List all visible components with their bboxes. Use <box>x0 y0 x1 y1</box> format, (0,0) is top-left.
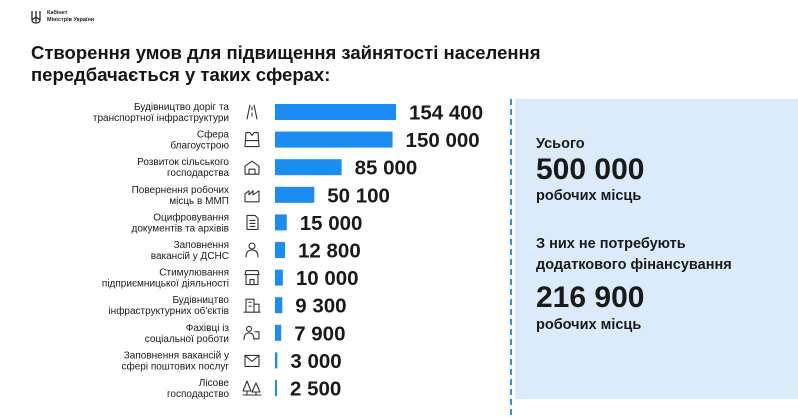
total-unit: робочих місць <box>536 188 642 204</box>
value-label: 150 000 <box>406 129 480 152</box>
subset-value: 216 900 <box>536 281 645 314</box>
road-icon <box>246 104 258 120</box>
bar <box>275 104 396 120</box>
category-label: інфраструктурних об'єктів <box>108 305 229 317</box>
category-label: місць в ММП <box>169 196 229 207</box>
document-icon <box>246 214 259 230</box>
value-label: 2 500 <box>290 378 341 401</box>
category-label: Заповнення <box>174 240 229 251</box>
category-label: Сфера <box>197 129 230 141</box>
category-label: соціальної роботи <box>145 333 229 345</box>
value-label: 15 000 <box>300 212 363 235</box>
value-label: 50 100 <box>327 184 390 207</box>
bar <box>275 269 283 286</box>
subset-label-line-2: додаткового фінансування <box>536 257 732 273</box>
bar <box>275 214 287 231</box>
bar <box>275 242 286 258</box>
social-worker-icon <box>243 325 260 341</box>
category-label: Стимулювання <box>159 268 229 279</box>
bar <box>275 186 315 203</box>
cabinet-logo: Кабінет Міністрів України <box>31 10 94 24</box>
value-label: 85 000 <box>355 157 418 180</box>
category-label: Лісове <box>199 378 230 389</box>
logo-line-2: Міністрів України <box>47 17 95 23</box>
total-label: Усього <box>536 136 585 152</box>
category-label: Фахівці із <box>186 323 230 334</box>
category-label: Розвиток сільського <box>137 157 229 168</box>
value-label: 154 400 <box>409 102 483 125</box>
dashed-divider <box>510 99 512 415</box>
trident-icon <box>31 11 41 24</box>
category-label: Оцифровування <box>153 211 229 223</box>
mail-icon <box>244 354 260 367</box>
farm-icon <box>244 160 260 175</box>
category-label: документів та архівів <box>131 223 229 234</box>
category-label: сфері поштових послуг <box>121 360 229 372</box>
summary-panel <box>515 99 798 399</box>
logo-line-1: Кабінет <box>47 10 68 16</box>
subset-label-line-1: З них не потребують <box>536 236 686 252</box>
subset-unit: робочих місць <box>536 317 642 333</box>
shop-icon <box>244 270 260 286</box>
page-title: Створення умов для підвищення зайнятості… <box>31 42 631 86</box>
factory-icon <box>244 190 260 203</box>
bar <box>275 352 278 369</box>
forest-icon <box>242 380 262 396</box>
building-icon <box>243 298 261 313</box>
category-label: господарство <box>167 389 229 400</box>
category-label: господарства <box>167 168 229 179</box>
category-label: транспортної інфраструктури <box>93 112 229 124</box>
value-label: 12 800 <box>298 240 361 263</box>
total-value: 500 000 <box>536 153 645 186</box>
category-label: Будівництво <box>172 295 229 306</box>
category-label: Заповнення вакансій у <box>124 350 229 361</box>
title-line-2: передбачається у таких сферах: <box>31 64 331 85</box>
category-label: Будівництво доріг та <box>134 102 229 113</box>
title-line-1: Створення умов для підвищення зайнятості… <box>31 42 541 63</box>
bar <box>275 380 277 396</box>
category-label: Повернення робочих <box>132 184 229 196</box>
value-label: 3 000 <box>290 350 341 373</box>
bar <box>275 324 282 341</box>
category-label: підприємницької діяльності <box>102 279 229 290</box>
bar <box>275 159 342 176</box>
category-label: благоустрою <box>170 140 229 152</box>
bar <box>275 297 283 314</box>
value-label: 7 900 <box>294 322 345 345</box>
bar <box>275 131 393 148</box>
value-label: 9 300 <box>295 295 346 318</box>
rescuer-icon <box>245 242 259 258</box>
category-label: вакансій у ДСНС <box>151 251 229 262</box>
vest-icon <box>244 132 260 148</box>
value-label: 10 000 <box>296 267 359 290</box>
